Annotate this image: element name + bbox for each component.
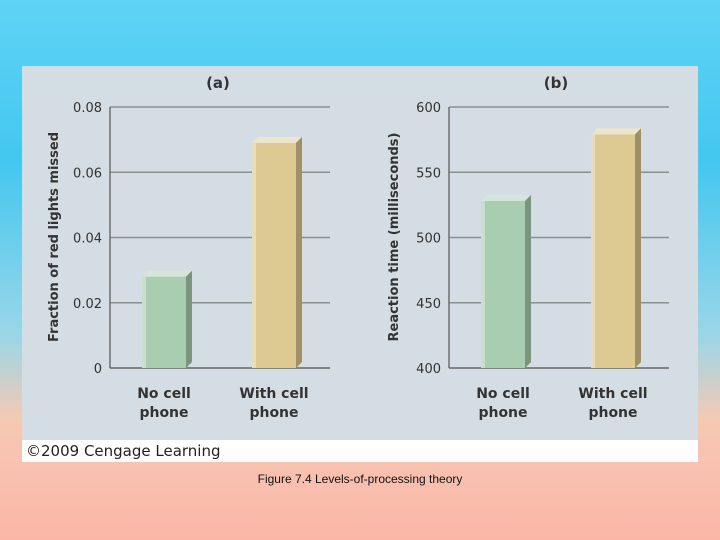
bar-highlight — [252, 142, 256, 368]
y-tick-label: 0.08 — [73, 101, 102, 116]
x-category-label: No cell — [137, 386, 191, 402]
x-category-label: phone — [478, 405, 527, 421]
figure-panel: (a) 0 0.02 0.04 0.06 0.08 Fraction of red ligh… — [22, 66, 698, 440]
figure-caption: Figure 7.4 Levels-of-processing theory — [257, 472, 463, 486]
bar-top — [252, 136, 302, 143]
y-tick-label: 400 — [416, 362, 441, 377]
x-category-label: No cell — [476, 386, 530, 402]
x-category-label: phone — [139, 405, 188, 421]
bar-highlight — [481, 200, 485, 368]
panel-label: (a) — [206, 74, 230, 92]
copyright-credit: ©2009 Cengage Learning — [26, 442, 221, 460]
y-tick-label: 550 — [416, 166, 441, 181]
y-tick-label: 0.02 — [73, 297, 102, 312]
bar-side — [186, 270, 192, 368]
bar — [252, 142, 296, 368]
charts-svg: (a) 0 0.02 0.04 0.06 0.08 Fraction of red ligh… — [47, 74, 669, 421]
bar-top — [481, 194, 531, 201]
y-tick-label: 450 — [416, 297, 441, 312]
y-tick-label: 500 — [416, 232, 441, 247]
x-category-label: With cell — [578, 386, 647, 402]
y-tick-label: 0.06 — [73, 166, 102, 181]
y-tick-label: 0 — [94, 362, 102, 377]
panel-label: (b) — [544, 74, 568, 92]
bar-side — [635, 128, 641, 368]
bar — [481, 200, 525, 368]
y-axis-title: Fraction of red lights missed — [47, 132, 62, 342]
credit-strip: ©2009 Cengage Learning — [22, 440, 698, 462]
x-category-label: With cell — [239, 386, 308, 402]
bar-top — [591, 128, 641, 135]
bar-highlight — [591, 134, 595, 368]
bar-highlight — [142, 276, 146, 368]
bar — [142, 276, 186, 368]
x-category-label: phone — [249, 405, 298, 421]
bar-side — [296, 136, 302, 368]
y-tick-label: 0.04 — [73, 232, 102, 247]
bar-top — [142, 270, 192, 277]
bar — [591, 134, 635, 368]
x-category-label: phone — [588, 405, 637, 421]
bar-side — [525, 194, 531, 368]
y-tick-label: 600 — [416, 101, 441, 116]
y-axis-title: Reaction time (milliseconds) — [387, 133, 402, 342]
